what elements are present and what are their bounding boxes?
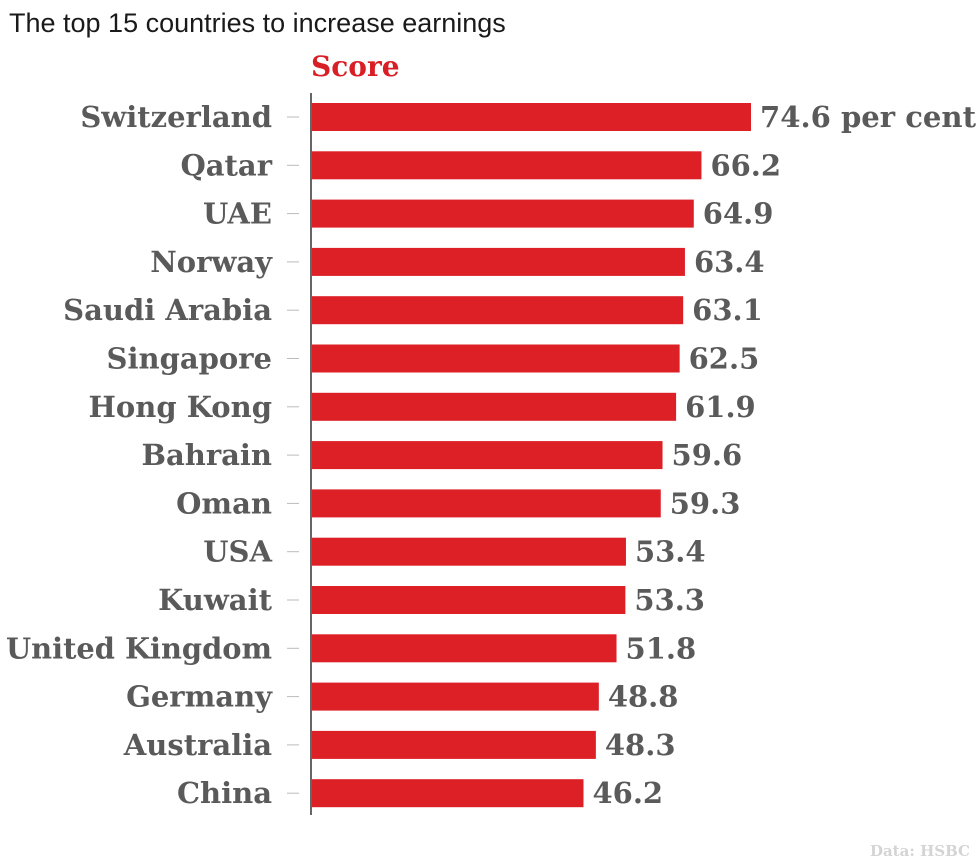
category-label: Saudi Arabia	[63, 293, 272, 327]
bar-norway	[312, 247, 685, 276]
bar-kuwait	[312, 586, 626, 614]
category-label: United Kingdom	[6, 631, 272, 665]
bar-china	[312, 779, 584, 808]
bar-usa	[312, 537, 626, 566]
series-label-score: Score	[311, 50, 400, 83]
category-label: Switzerland	[80, 100, 272, 134]
value-label: 64.9	[703, 197, 774, 231]
chart-title: The top 15 countries to increase earning…	[9, 8, 506, 38]
value-label: 53.3	[634, 583, 705, 617]
y-axis-ticks	[287, 116, 299, 794]
category-label: Kuwait	[158, 583, 272, 617]
category-labels: Switzerland Qatar UAE Norway Saudi Arabia Sin…	[6, 100, 273, 810]
bar-hong-kong	[312, 392, 677, 421]
bar-singapore	[312, 344, 680, 373]
value-label: 74.6 per cent	[760, 100, 977, 134]
value-label: 59.3	[670, 486, 741, 520]
bar-saudi-arabia	[312, 296, 684, 325]
category-label: Norway	[150, 245, 273, 279]
value-label: 48.3	[605, 728, 676, 762]
bar-united-kingdom	[312, 634, 617, 663]
bar-germany	[312, 682, 599, 711]
value-labels: 74.6 per cent 66.2 64.9 63.4 63.1 62.5 61.9 59.…	[592, 100, 976, 810]
value-label: 53.4	[635, 535, 706, 569]
value-label: 62.5	[689, 342, 760, 376]
bar-uae	[312, 199, 694, 228]
bar-bahrain	[312, 441, 663, 470]
value-label: 66.2	[710, 148, 781, 182]
value-label: 63.1	[692, 293, 763, 327]
category-label: USA	[203, 535, 272, 569]
value-label: 51.8	[626, 631, 697, 665]
category-label: Qatar	[180, 148, 272, 182]
category-label: Bahrain	[141, 438, 272, 472]
bar-australia	[312, 730, 596, 759]
bar-switzerland	[312, 103, 751, 131]
bars	[312, 103, 751, 808]
category-label: Singapore	[107, 342, 272, 376]
value-label: 59.6	[672, 438, 743, 472]
category-label: Oman	[176, 486, 272, 520]
value-label: 61.9	[685, 390, 756, 424]
category-label: Australia	[123, 728, 272, 762]
source-note: Data: HSBC	[869, 842, 970, 860]
value-label: 48.8	[608, 680, 679, 714]
value-label: 46.2	[592, 776, 663, 810]
category-label: UAE	[203, 197, 272, 231]
category-label: Germany	[126, 680, 273, 714]
category-label: China	[177, 776, 272, 810]
bar-oman	[312, 489, 661, 518]
bar-qatar	[312, 151, 702, 180]
value-label: 63.4	[694, 245, 765, 279]
category-label: Hong Kong	[89, 390, 272, 424]
